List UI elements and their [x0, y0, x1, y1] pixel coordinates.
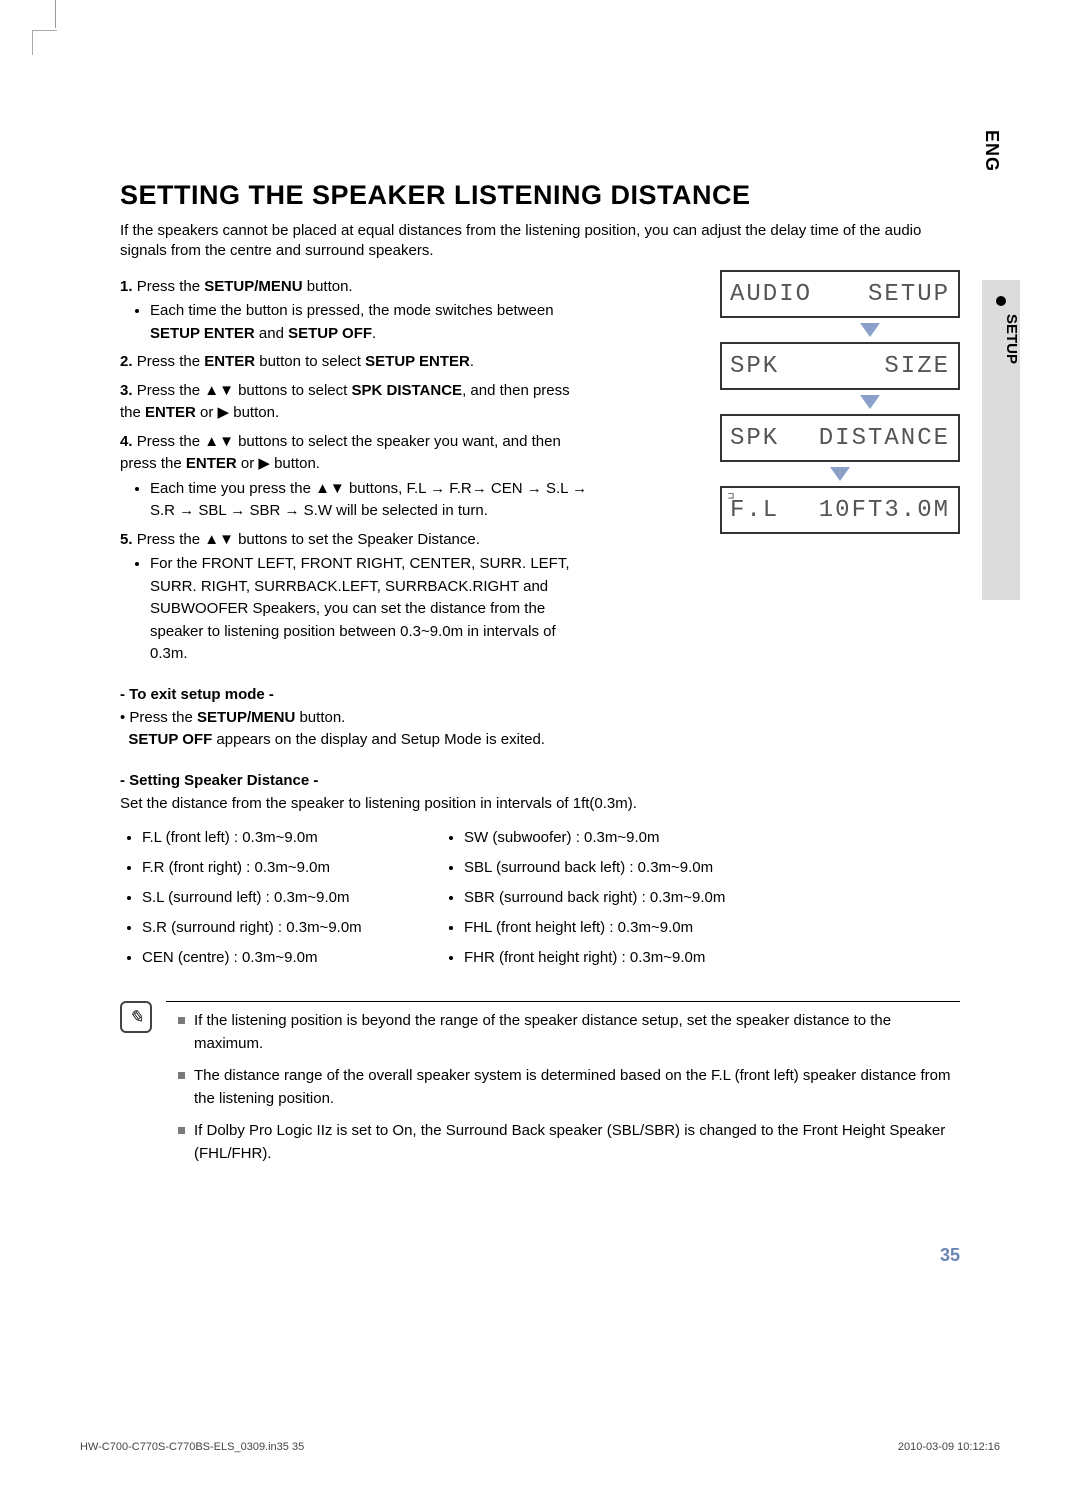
step-5: 5. Press the ▲▼ buttons to set the Speak… [120, 529, 590, 666]
speaker-range-right: SW (subwoofer) : 0.3m~9.0m SBL (surround… [442, 823, 764, 973]
note-item: The distance range of the overall speake… [178, 1065, 960, 1110]
list-item: FHL (front height left) : 0.3m~9.0m [464, 913, 764, 943]
list-item: F.R (front right) : 0.3m~9.0m [142, 853, 442, 883]
step-1: 1. Press the SETUP/MENU button. Each tim… [120, 276, 590, 346]
exit-text: • Press the SETUP/MENU button. SETUP OFF… [120, 707, 960, 752]
arrow-down-icon [830, 467, 850, 481]
step-4: 4. Press the ▲▼ buttons to select the sp… [120, 431, 590, 523]
lcd-spk-size: SPK SIZE [720, 342, 960, 390]
note-item: If Dolby Pro Logic IIz is set to On, the… [178, 1120, 960, 1165]
list-item: FHR (front height right) : 0.3m~9.0m [464, 943, 764, 973]
lcd-spk-distance: SPK DISTANCE [720, 414, 960, 462]
arrow-down-icon [860, 323, 880, 337]
speaker-range-columns: F.L (front left) : 0.3m~9.0m F.R (front … [120, 823, 960, 973]
list-item: SW (subwoofer) : 0.3m~9.0m [464, 823, 764, 853]
lcd-fl-distance: ⊐ F.L 10FT3.0M [720, 486, 960, 534]
note-item: If the listening position is beyond the … [178, 1010, 960, 1055]
step-2: 2. Press the ENTER button to select SETU… [120, 351, 590, 374]
footer: HW-C700-C770S-C770BS-ELS_0309.in35 35 20… [80, 1441, 1000, 1453]
list-item: SBL (surround back left) : 0.3m~9.0m [464, 853, 764, 883]
list-item: S.L (surround left) : 0.3m~9.0m [142, 883, 442, 913]
exit-heading: - To exit setup mode - [120, 686, 960, 703]
list-item: F.L (front left) : 0.3m~9.0m [142, 823, 442, 853]
page-number: 35 [120, 1245, 960, 1266]
page-title: SETTING THE SPEAKER LISTENING DISTANCE [120, 180, 960, 211]
list-item: CEN (centre) : 0.3m~9.0m [142, 943, 442, 973]
lcd-displays: AUDIO SETUP SPK SIZE SPK DISTANCE ⊐ F.L … [720, 270, 960, 534]
steps-list: 1. Press the SETUP/MENU button. Each tim… [120, 276, 590, 666]
intro-text: If the speakers cannot be placed at equa… [120, 221, 960, 262]
divider [166, 1001, 960, 1002]
note-icon: ✎ [120, 1001, 152, 1033]
step-3: 3. Press the ▲▼ buttons to select SPK DI… [120, 380, 590, 425]
setting-heading: - Setting Speaker Distance - [120, 772, 960, 789]
list-item: SBR (surround back right) : 0.3m~9.0m [464, 883, 764, 913]
setting-intro: Set the distance from the speaker to lis… [120, 793, 960, 816]
list-item: S.R (surround right) : 0.3m~9.0m [142, 913, 442, 943]
lcd-audio-setup: AUDIO SETUP [720, 270, 960, 318]
speaker-range-left: F.L (front left) : 0.3m~9.0m F.R (front … [120, 823, 442, 973]
indicator-icon: ⊐ [728, 491, 734, 503]
arrow-down-icon [860, 395, 880, 409]
notes-section: ✎ If the listening position is beyond th… [120, 1001, 960, 1175]
footer-file: HW-C700-C770S-C770BS-ELS_0309.in35 35 [80, 1441, 304, 1453]
footer-timestamp: 2010-03-09 10:12:16 [898, 1441, 1000, 1453]
